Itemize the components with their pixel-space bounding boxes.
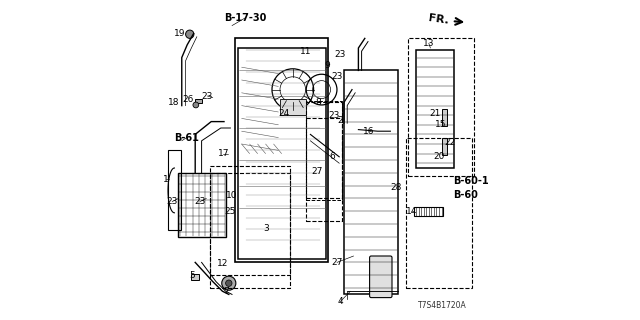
Bar <box>236 38 328 262</box>
Text: 1: 1 <box>163 175 168 184</box>
Bar <box>306 101 342 200</box>
Text: 27: 27 <box>311 167 323 176</box>
Text: 12: 12 <box>217 260 228 268</box>
Bar <box>178 173 226 237</box>
Bar <box>168 150 181 230</box>
Text: 23: 23 <box>202 92 213 100</box>
Text: 22: 22 <box>445 138 456 147</box>
Bar <box>442 138 447 155</box>
Bar <box>195 99 202 103</box>
Bar <box>344 70 398 294</box>
Text: 6: 6 <box>329 152 335 161</box>
Circle shape <box>226 280 232 286</box>
Text: 16: 16 <box>363 127 374 136</box>
Bar <box>306 118 342 221</box>
Text: 13: 13 <box>423 39 435 48</box>
Text: 19: 19 <box>174 29 186 38</box>
Text: B-60: B-60 <box>453 190 478 200</box>
Bar <box>442 109 447 126</box>
Text: FR.: FR. <box>428 13 450 26</box>
Text: B-60-1: B-60-1 <box>453 176 489 186</box>
Text: 4: 4 <box>337 297 343 306</box>
Text: 2: 2 <box>337 116 342 124</box>
Text: 20: 20 <box>433 152 445 161</box>
Text: 11: 11 <box>300 47 312 56</box>
Bar <box>191 274 200 280</box>
Text: 9: 9 <box>324 61 330 70</box>
Text: B-17-30: B-17-30 <box>225 12 267 23</box>
Bar <box>210 166 290 275</box>
Bar <box>416 50 454 168</box>
Text: 26: 26 <box>182 95 194 104</box>
Text: 23: 23 <box>332 72 343 81</box>
Bar <box>406 138 472 288</box>
Text: 7: 7 <box>223 287 228 296</box>
Text: 3: 3 <box>264 224 269 233</box>
Text: 17: 17 <box>218 149 229 158</box>
Circle shape <box>193 102 198 108</box>
Text: 15: 15 <box>435 120 447 129</box>
Text: 23: 23 <box>195 197 205 206</box>
Text: 23: 23 <box>166 197 178 206</box>
Bar <box>408 38 474 176</box>
Text: 18: 18 <box>168 98 179 107</box>
Text: 28: 28 <box>390 183 401 192</box>
Text: 24: 24 <box>278 109 289 118</box>
Text: 25: 25 <box>224 207 236 216</box>
Text: 21: 21 <box>429 109 441 118</box>
Text: B-61: B-61 <box>174 132 199 143</box>
Circle shape <box>186 30 194 38</box>
Text: 23: 23 <box>334 50 346 59</box>
Bar <box>280 99 306 115</box>
Bar <box>415 207 443 216</box>
Text: T7S4B1720A: T7S4B1720A <box>419 301 467 310</box>
Text: 14: 14 <box>406 207 417 216</box>
Text: 27: 27 <box>332 258 342 267</box>
Text: 8: 8 <box>316 98 321 107</box>
FancyBboxPatch shape <box>370 256 392 298</box>
Bar <box>306 102 342 198</box>
Circle shape <box>221 276 236 290</box>
Text: 10: 10 <box>227 191 237 200</box>
Bar <box>239 48 326 259</box>
Bar <box>210 173 290 288</box>
Text: 23: 23 <box>328 111 339 120</box>
Text: 5: 5 <box>189 271 195 280</box>
